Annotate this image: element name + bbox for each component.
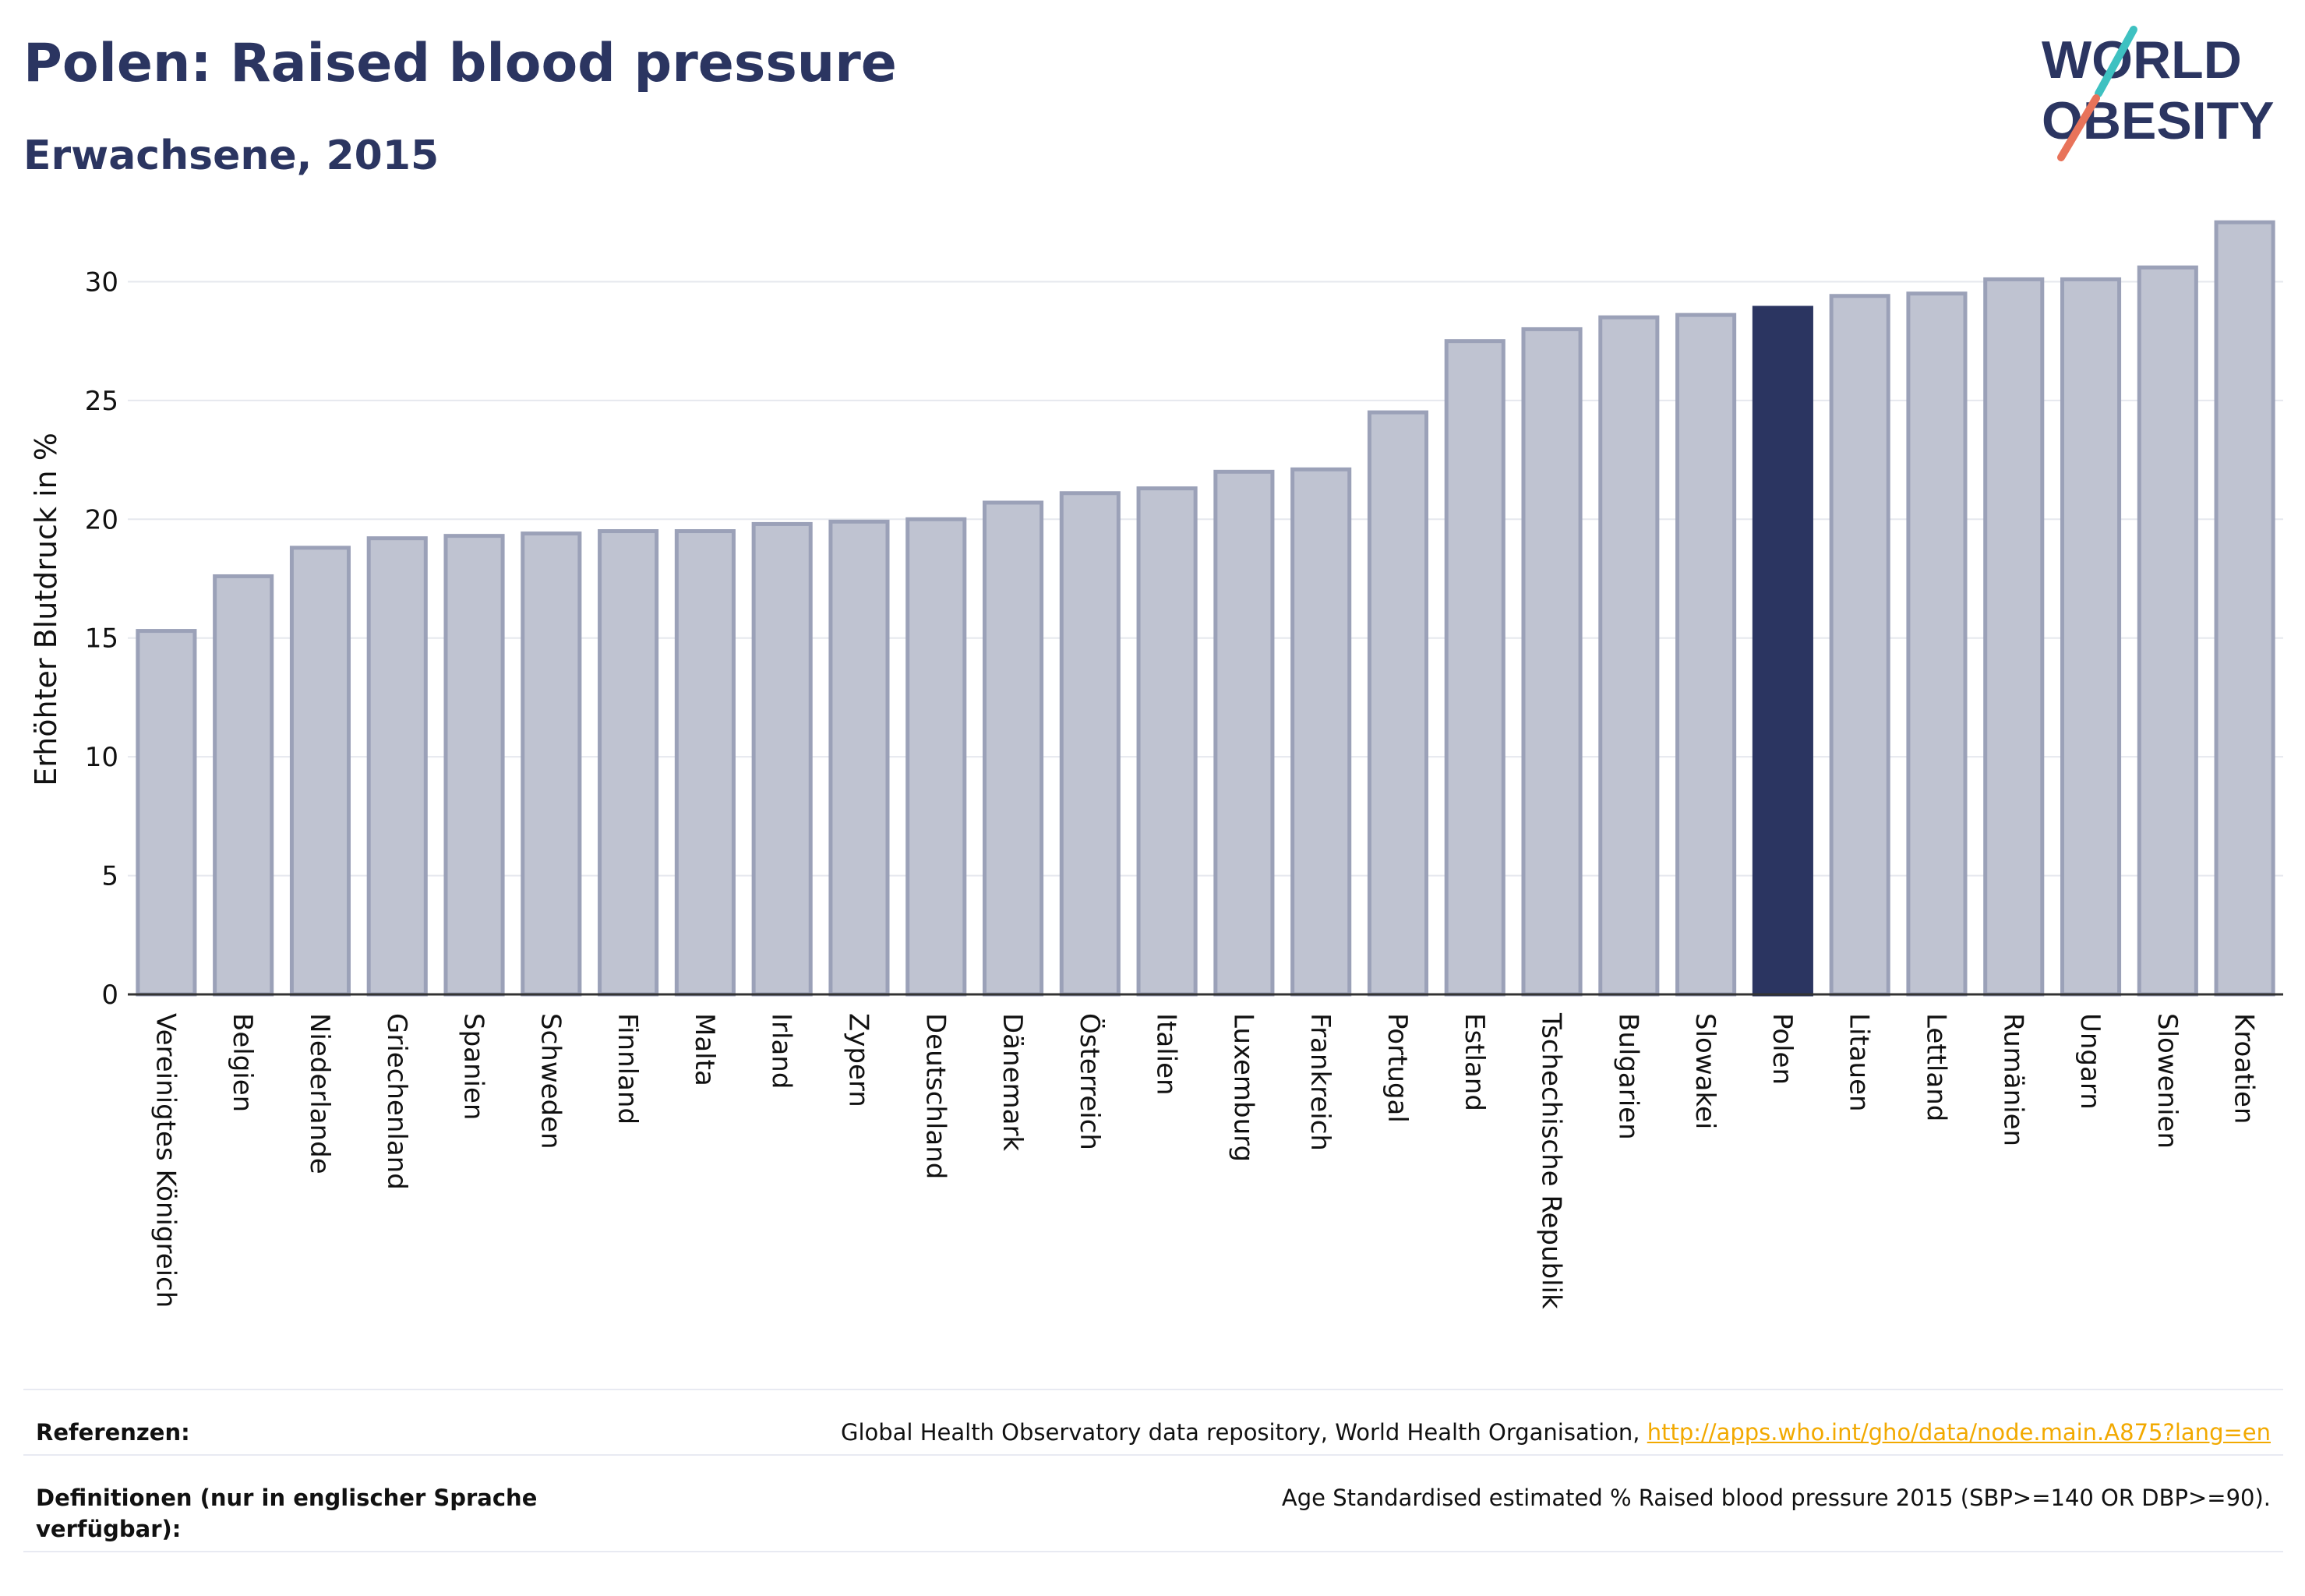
y-tick-labels: 0 5 10 15 20 25 30 — [85, 267, 118, 1011]
bars — [136, 220, 2275, 997]
logo-slash-bottom — [2057, 94, 2100, 161]
bar — [905, 517, 967, 997]
bar — [213, 574, 274, 997]
x-tick-label: Estland — [1459, 1013, 1490, 1111]
x-tick-label: Frankreich — [1304, 1013, 1336, 1151]
bar — [521, 531, 582, 997]
bar — [1983, 277, 2045, 997]
bar — [136, 629, 197, 997]
bar — [828, 519, 890, 997]
x-tick-label: Dänemark — [997, 1013, 1028, 1151]
chart-title: Polen: Raised blood pressure — [23, 33, 897, 94]
logo-slash-top — [2095, 26, 2137, 97]
definitions-label: Definitionen (nur in englischer Sprache … — [36, 1485, 538, 1542]
x-tick-label: Luxemburg — [1227, 1013, 1258, 1162]
references-table: Referenzen: Global Health Observatory da… — [23, 1389, 2283, 1552]
y-tick-label: 0 — [101, 980, 118, 1011]
bar — [1521, 327, 1583, 997]
bar — [598, 529, 659, 997]
x-tick-label: Bulgarien — [1612, 1013, 1643, 1140]
bar — [1059, 491, 1121, 997]
bar — [1290, 467, 1352, 997]
x-tick-label: Deutschland — [920, 1013, 951, 1179]
x-tick-label: Finnland — [612, 1013, 643, 1125]
x-tick-label: Malta — [689, 1013, 720, 1086]
x-tick-label: Portugal — [1382, 1013, 1413, 1123]
y-tick-label: 5 — [101, 861, 118, 892]
bar — [674, 529, 736, 997]
x-tick-label: Irland — [766, 1013, 797, 1089]
bar-highlight — [1752, 305, 1813, 997]
bar — [1598, 315, 1660, 997]
x-tick-label: Slowakei — [1689, 1013, 1721, 1129]
x-tick-label: Italien — [1151, 1013, 1182, 1096]
bar — [1367, 410, 1429, 997]
bar — [1136, 486, 1198, 997]
logo-word-world: WORLD — [2042, 30, 2242, 90]
y-tick-label: 25 — [85, 386, 118, 417]
x-tick-label: Litauen — [1844, 1013, 1875, 1112]
bar — [751, 521, 813, 997]
bar — [1444, 339, 1505, 997]
x-tick-label: Niederlande — [304, 1013, 335, 1174]
x-tick-label: Griechenland — [381, 1013, 412, 1190]
x-tick-label: Tschechische Republik — [1536, 1012, 1567, 1309]
x-tick-label: Kroatien — [2229, 1013, 2260, 1124]
world-obesity-logo: WORLD OBESITY — [2042, 26, 2275, 161]
bar — [1829, 294, 1890, 997]
bar — [1906, 291, 1968, 997]
bar — [982, 500, 1044, 997]
references-source: Global Health Observatory data repositor… — [840, 1419, 1647, 1446]
x-tick-label: Slowenien — [2151, 1013, 2183, 1149]
definitions-text: Age Standardised estimated % Raised bloo… — [1281, 1485, 2271, 1511]
references-text: Global Health Observatory data repositor… — [841, 1417, 2271, 1448]
x-tick-label: Zypern — [842, 1013, 874, 1107]
chart-subtitle: Erwachsene, 2015 — [23, 132, 439, 179]
x-tick-label: Polen — [1767, 1013, 1798, 1085]
y-tick-label: 20 — [85, 504, 118, 535]
x-tick-label: Spanien — [458, 1013, 489, 1120]
y-axis-label: Erhöhter Blutdruck in % — [29, 433, 63, 786]
bar — [1675, 312, 1737, 997]
bar — [289, 546, 351, 997]
references-row: Referenzen: Global Health Observatory da… — [23, 1389, 2283, 1454]
references-label: Referenzen: — [36, 1419, 190, 1446]
x-tick-label: Ungarn — [2074, 1013, 2106, 1110]
y-tick-label: 10 — [85, 742, 118, 773]
x-tick-label: Vereinigtes Königreich — [150, 1013, 181, 1308]
bar-chart: 0 5 10 15 20 25 30 Vereinigtes Königreich Belgi… — [29, 220, 2283, 1309]
bar — [2060, 277, 2122, 997]
y-tick-label: 30 — [85, 267, 118, 298]
y-tick-label: 15 — [85, 623, 118, 655]
x-tick-label: Österreich — [1074, 1013, 1106, 1150]
bar — [2137, 265, 2198, 997]
bar — [443, 534, 505, 997]
x-tick-label: Rumänien — [1997, 1013, 2028, 1146]
bar — [366, 536, 428, 997]
x-tick-labels: Vereinigtes Königreich Belgien Niederlande… — [150, 1012, 2259, 1309]
bar — [2214, 220, 2275, 997]
references-link[interactable]: http://apps.who.int/gho/data/node.main.A… — [1647, 1419, 2271, 1446]
bar — [1213, 469, 1275, 997]
x-tick-label: Lettland — [1920, 1013, 1951, 1121]
definitions-row: Definitionen (nur in englischer Sprache … — [23, 1454, 2283, 1552]
x-tick-label: Belgien — [227, 1013, 258, 1112]
x-tick-label: Schweden — [535, 1013, 566, 1149]
